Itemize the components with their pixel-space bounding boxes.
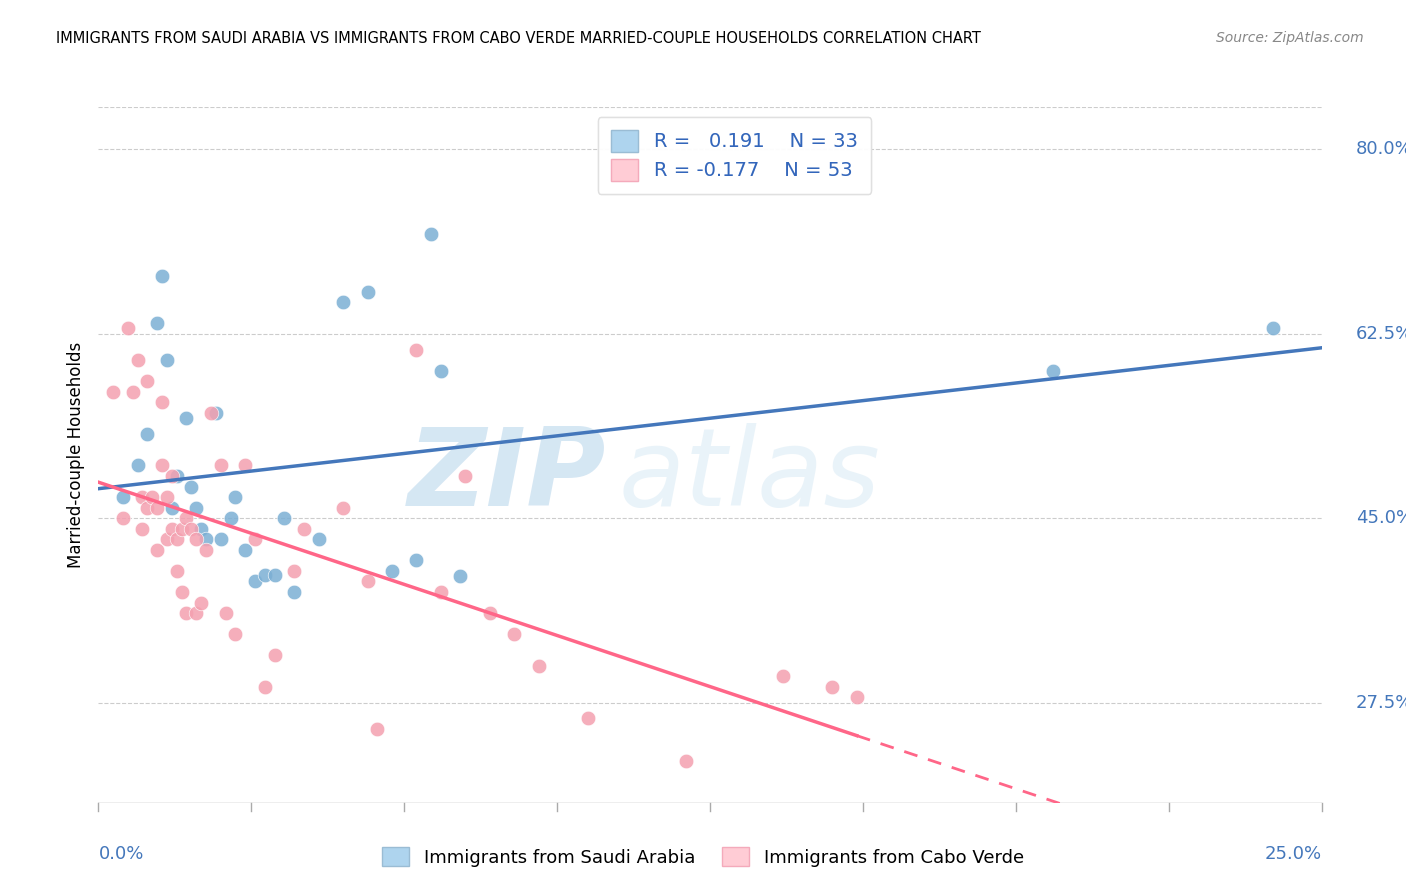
Point [150,395,173,409]
Point [576,711,599,725]
Text: 45.0%: 45.0% [1355,509,1406,527]
Y-axis label: Married-couple Households: Married-couple Households [66,342,84,568]
Point [195,533,218,547]
Point [366,722,388,736]
Point [180,479,202,493]
Point [127,458,149,473]
Point [273,511,295,525]
Point [186,606,208,620]
Point [121,384,143,399]
Point [205,406,228,420]
Point [176,511,198,525]
Point [405,343,427,357]
Point [1042,363,1064,377]
Point [219,511,242,525]
Point [209,458,232,473]
Point [283,564,305,578]
Point [156,490,179,504]
Point [170,522,193,536]
Point [356,574,378,589]
Point [127,353,149,368]
Point [381,564,404,578]
Point [292,522,315,536]
Point [146,500,169,515]
Point [214,606,236,620]
Point [146,316,169,330]
Point [156,533,179,547]
Point [1261,321,1284,335]
Text: Source: ZipAtlas.com: Source: ZipAtlas.com [1216,31,1364,45]
Point [195,542,218,557]
Point [233,542,256,557]
Text: atlas: atlas [619,424,880,528]
Point [209,533,232,547]
Point [263,648,285,663]
Point [420,227,443,241]
Text: 80.0%: 80.0% [1355,140,1406,158]
Point [233,458,256,473]
Point [176,606,198,620]
Point [224,490,246,504]
Point [160,500,183,515]
Point [160,522,183,536]
Point [150,458,173,473]
Point [253,568,276,582]
Point [141,490,163,504]
Point [111,490,134,504]
Point [166,564,188,578]
Point [263,568,285,582]
Point [450,569,472,583]
Point [146,542,169,557]
Point [478,606,501,620]
Point [150,268,173,283]
Point [131,490,153,504]
Text: IMMIGRANTS FROM SAUDI ARABIA VS IMMIGRANTS FROM CABO VERDE MARRIED-COUPLE HOUSEH: IMMIGRANTS FROM SAUDI ARABIA VS IMMIGRAN… [56,31,981,46]
Point [136,426,159,441]
Point [170,585,193,599]
Point [160,469,183,483]
Point [117,321,139,335]
Legend: Immigrants from Saudi Arabia, Immigrants from Cabo Verde: Immigrants from Saudi Arabia, Immigrants… [375,840,1031,874]
Point [308,533,330,547]
Point [224,627,246,641]
Point [332,295,354,310]
Point [186,500,208,515]
Point [200,406,222,420]
Point [190,595,212,609]
Point [176,411,198,425]
Point [845,690,868,705]
Point [111,511,134,525]
Text: ZIP: ZIP [408,423,606,529]
Point [131,522,153,536]
Point [527,658,550,673]
Point [454,469,477,483]
Point [503,627,526,641]
Point [283,585,305,599]
Point [332,500,354,515]
Point [101,384,124,399]
Point [156,353,179,368]
Point [136,500,159,515]
Point [356,285,378,299]
Point [243,574,266,589]
Point [253,680,276,694]
Text: 62.5%: 62.5% [1355,325,1406,343]
Point [405,553,427,567]
Point [190,522,212,536]
Point [166,533,188,547]
Text: 0.0%: 0.0% [98,845,143,863]
Point [186,533,208,547]
Legend: R =   0.191    N = 33, R = -0.177    N = 53: R = 0.191 N = 33, R = -0.177 N = 53 [598,117,872,194]
Text: 25.0%: 25.0% [1264,845,1322,863]
Point [675,754,697,768]
Point [243,533,266,547]
Point [136,374,159,388]
Text: 27.5%: 27.5% [1355,694,1406,712]
Point [772,669,794,683]
Point [821,680,844,694]
Point [166,469,188,483]
Point [430,363,453,377]
Point [430,585,453,599]
Point [180,522,202,536]
